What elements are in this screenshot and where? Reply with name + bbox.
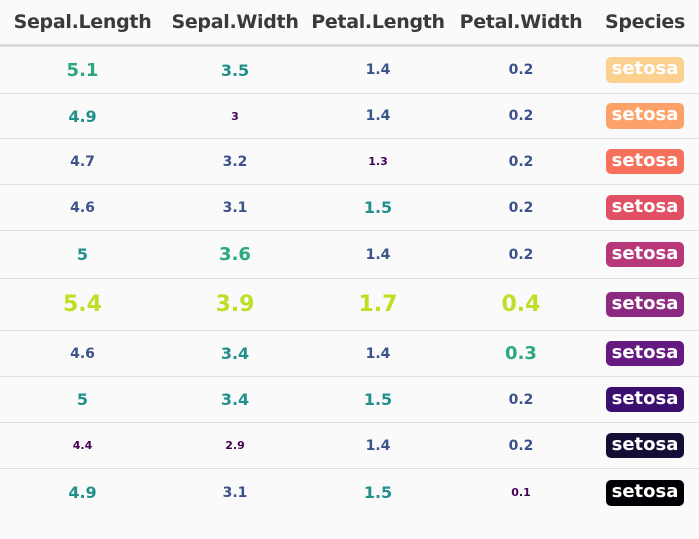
cell-value: 0.3	[451, 330, 591, 377]
cell-value: 3.1	[165, 468, 305, 517]
cell-value: 4.6	[0, 184, 165, 231]
cell-value: 0.1	[451, 468, 591, 517]
cell-value: 1.4	[305, 93, 451, 139]
cell-value: 3.2	[165, 138, 305, 185]
table-row: 4.6 3.4 1.4 0.3 setosa	[0, 330, 699, 377]
cell-value: 4.4	[0, 422, 165, 469]
species-cell: setosa	[591, 138, 699, 185]
cell-value: 0.2	[451, 93, 591, 139]
species-badge: setosa	[605, 386, 685, 413]
species-badge: setosa	[605, 432, 685, 459]
species-badge: setosa	[605, 148, 685, 175]
cell-value: 5.4	[0, 278, 165, 331]
cell-value: 0.2	[451, 138, 591, 185]
cell-value: 2.9	[165, 422, 305, 469]
cell-value: 5	[0, 230, 165, 279]
species-cell: setosa	[591, 230, 699, 279]
table-row: 5.4 3.9 1.7 0.4 setosa	[0, 278, 699, 331]
species-cell: setosa	[591, 468, 699, 517]
cell-value: 4.9	[0, 468, 165, 517]
cell-value: 3.1	[165, 184, 305, 231]
cell-value: 5	[0, 376, 165, 423]
iris-table: Sepal.Length Sepal.Width Petal.Length Petal…	[0, 0, 699, 517]
species-badge: setosa	[605, 57, 685, 83]
species-badge: setosa	[605, 194, 685, 221]
cell-value: 3.4	[165, 376, 305, 423]
species-cell: setosa	[591, 278, 699, 331]
table-row: 4.6 3.1 1.5 0.2 setosa	[0, 184, 699, 231]
column-header: Sepal.Length	[0, 0, 165, 47]
species-cell: setosa	[591, 93, 699, 139]
cell-value: 1.4	[305, 422, 451, 469]
cell-value: 1.5	[305, 184, 451, 231]
table-row: 5 3.4 1.5 0.2 setosa	[0, 376, 699, 423]
species-cell: setosa	[591, 46, 699, 94]
cell-value: 1.5	[305, 468, 451, 517]
cell-value: 0.4	[451, 278, 591, 331]
table-row: 5.1 3.5 1.4 0.2 setosa	[0, 46, 699, 94]
column-header: Petal.Length	[305, 0, 451, 47]
cell-value: 1.5	[305, 376, 451, 423]
species-cell: setosa	[591, 184, 699, 231]
species-badge: setosa	[605, 479, 685, 506]
cell-value: 3.4	[165, 330, 305, 377]
column-header: Petal.Width	[451, 0, 591, 47]
cell-value: 3.6	[165, 230, 305, 279]
table-body: 5.1 3.5 1.4 0.2 setosa 4.9 3 1.4 0.2 setosa 4.7 3.2…	[0, 46, 699, 517]
species-badge: setosa	[605, 241, 685, 268]
species-badge: setosa	[605, 340, 685, 367]
cell-value: 5.1	[66, 59, 99, 81]
cell-value: 4.7	[0, 138, 165, 185]
cell-value: 3.5	[220, 60, 250, 80]
cell-value: 1.3	[305, 138, 451, 185]
header-row: Sepal.Length Sepal.Width Petal.Length Petal…	[0, 0, 699, 47]
species-badge: setosa	[605, 291, 685, 318]
species-cell: setosa	[591, 422, 699, 469]
cell-value: 0.2	[451, 376, 591, 423]
table-row: 4.9 3.1 1.5 0.1 setosa	[0, 468, 699, 517]
cell-value: 3	[165, 93, 305, 139]
species-cell: setosa	[591, 376, 699, 423]
table-row: 4.4 2.9 1.4 0.2 setosa	[0, 422, 699, 469]
column-header: Species	[591, 0, 699, 47]
species-badge: setosa	[605, 103, 685, 129]
table-row: 4.9 3 1.4 0.2 setosa	[0, 93, 699, 139]
cell-value: 0.2	[451, 422, 591, 469]
cell-value: 1.4	[305, 330, 451, 377]
cell-value: 3.9	[165, 278, 305, 331]
cell-value: 1.4	[365, 62, 391, 78]
cell-value: 1.4	[305, 230, 451, 279]
cell-value: 4.6	[0, 330, 165, 377]
cell-value: 0.2	[451, 230, 591, 279]
table-row: 4.7 3.2 1.3 0.2 setosa	[0, 138, 699, 185]
cell-value: 4.9	[0, 93, 165, 139]
column-header: Sepal.Width	[165, 0, 305, 47]
species-cell: setosa	[591, 330, 699, 377]
table-row: 5 3.6 1.4 0.2 setosa	[0, 230, 699, 279]
cell-value: 1.7	[305, 278, 451, 331]
cell-value: 0.2	[451, 184, 591, 231]
cell-value: 0.2	[508, 62, 534, 78]
